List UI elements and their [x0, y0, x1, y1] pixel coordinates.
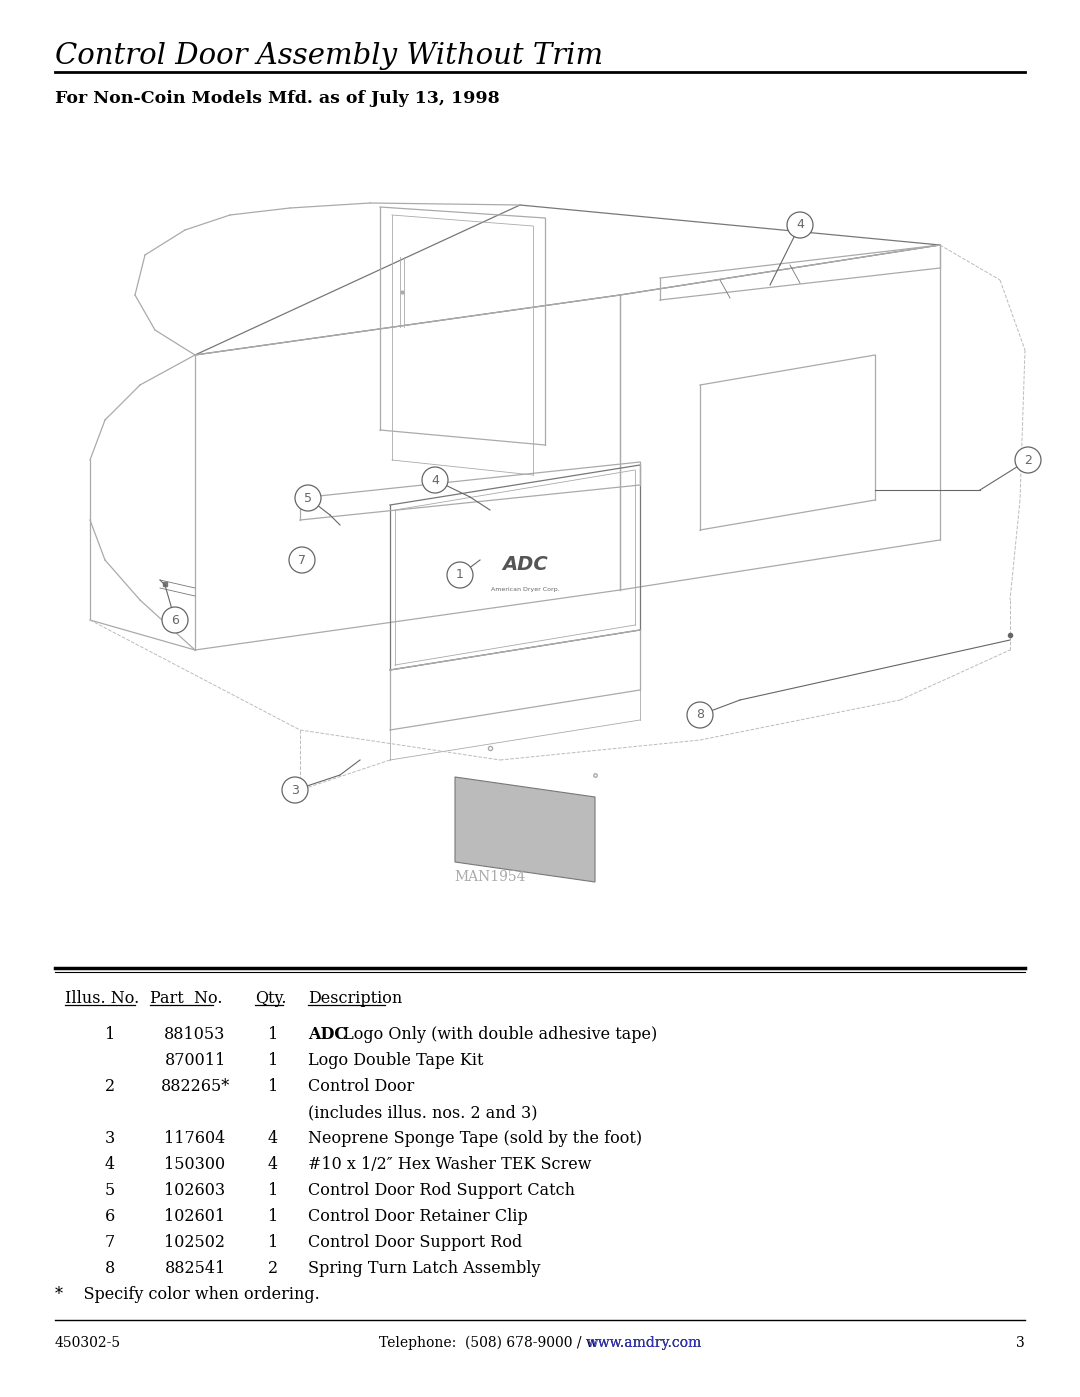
- Text: Telephone:  (508) 678-9000 / www.amdry.com: Telephone: (508) 678-9000 / www.amdry.co…: [379, 1336, 701, 1351]
- Text: American Dryer Corp.: American Dryer Corp.: [490, 588, 559, 592]
- Text: 8: 8: [105, 1260, 116, 1277]
- Text: 1: 1: [268, 1025, 279, 1044]
- Text: 117604: 117604: [164, 1130, 226, 1147]
- Text: 3: 3: [1016, 1336, 1025, 1350]
- Text: 3: 3: [105, 1130, 116, 1147]
- Text: 6: 6: [171, 613, 179, 626]
- Text: Description: Description: [308, 990, 402, 1007]
- Circle shape: [687, 703, 713, 728]
- Text: 2: 2: [1024, 454, 1031, 467]
- Text: Spring Turn Latch Assembly: Spring Turn Latch Assembly: [308, 1260, 540, 1277]
- Circle shape: [282, 777, 308, 803]
- Text: Control Door: Control Door: [308, 1078, 415, 1095]
- Text: 1: 1: [456, 569, 464, 581]
- Circle shape: [1015, 447, 1041, 474]
- Text: 1: 1: [268, 1234, 279, 1250]
- Text: 102603: 102603: [164, 1182, 226, 1199]
- Text: 870011: 870011: [164, 1052, 226, 1069]
- Text: 882541: 882541: [164, 1260, 226, 1277]
- Text: 5: 5: [303, 492, 312, 504]
- Text: 3: 3: [292, 784, 299, 796]
- Text: Illus. No.: Illus. No.: [65, 990, 139, 1007]
- Text: Neoprene Sponge Tape (sold by the foot): Neoprene Sponge Tape (sold by the foot): [308, 1130, 643, 1147]
- Circle shape: [289, 548, 315, 573]
- Text: Control Door Rod Support Catch: Control Door Rod Support Catch: [308, 1182, 575, 1199]
- Text: 1: 1: [105, 1025, 116, 1044]
- Text: 1: 1: [268, 1052, 279, 1069]
- Text: 1: 1: [268, 1078, 279, 1095]
- Text: 882265*: 882265*: [160, 1078, 230, 1095]
- Circle shape: [787, 212, 813, 237]
- Text: Control Door Support Rod: Control Door Support Rod: [308, 1234, 523, 1250]
- Text: 8: 8: [696, 708, 704, 721]
- Text: ADC: ADC: [502, 556, 548, 574]
- Circle shape: [422, 467, 448, 493]
- Text: 150300: 150300: [164, 1155, 226, 1173]
- Circle shape: [295, 485, 321, 511]
- Text: 4: 4: [796, 218, 804, 232]
- Text: ADC: ADC: [308, 1025, 347, 1044]
- Text: 2: 2: [268, 1260, 278, 1277]
- Text: 1: 1: [268, 1208, 279, 1225]
- Text: 4: 4: [105, 1155, 116, 1173]
- Text: Logo Double Tape Kit: Logo Double Tape Kit: [308, 1052, 484, 1069]
- Text: Logo Only (with double adhesive tape): Logo Only (with double adhesive tape): [338, 1025, 658, 1044]
- Text: Qty.: Qty.: [255, 990, 286, 1007]
- Text: 450302-5: 450302-5: [55, 1336, 121, 1350]
- Text: 7: 7: [298, 553, 306, 567]
- Text: 4: 4: [268, 1155, 278, 1173]
- Text: #10 x 1/2″ Hex Washer TEK Screw: #10 x 1/2″ Hex Washer TEK Screw: [308, 1155, 592, 1173]
- Text: Control Door Retainer Clip: Control Door Retainer Clip: [308, 1208, 528, 1225]
- Text: Control Door Assembly Without Trim: Control Door Assembly Without Trim: [55, 42, 603, 70]
- Text: 102601: 102601: [164, 1208, 226, 1225]
- Text: (includes illus. nos. 2 and 3): (includes illus. nos. 2 and 3): [308, 1104, 538, 1120]
- Text: 5: 5: [105, 1182, 116, 1199]
- Text: *    Specify color when ordering.: * Specify color when ordering.: [55, 1287, 320, 1303]
- Polygon shape: [455, 777, 595, 882]
- Text: 1: 1: [268, 1182, 279, 1199]
- Text: MAN1954: MAN1954: [455, 870, 526, 884]
- Text: 4: 4: [431, 474, 438, 486]
- Circle shape: [447, 562, 473, 588]
- Circle shape: [162, 608, 188, 633]
- Text: 881053: 881053: [164, 1025, 226, 1044]
- Text: For Non-Coin Models Mfd. as of July 13, 1998: For Non-Coin Models Mfd. as of July 13, …: [55, 89, 500, 108]
- Text: Part  No.: Part No.: [150, 990, 222, 1007]
- Text: 4: 4: [268, 1130, 278, 1147]
- Text: 6: 6: [105, 1208, 116, 1225]
- Text: 2: 2: [105, 1078, 116, 1095]
- Text: 7: 7: [105, 1234, 116, 1250]
- Text: www.amdry.com: www.amdry.com: [586, 1336, 702, 1350]
- Text: 102502: 102502: [164, 1234, 226, 1250]
